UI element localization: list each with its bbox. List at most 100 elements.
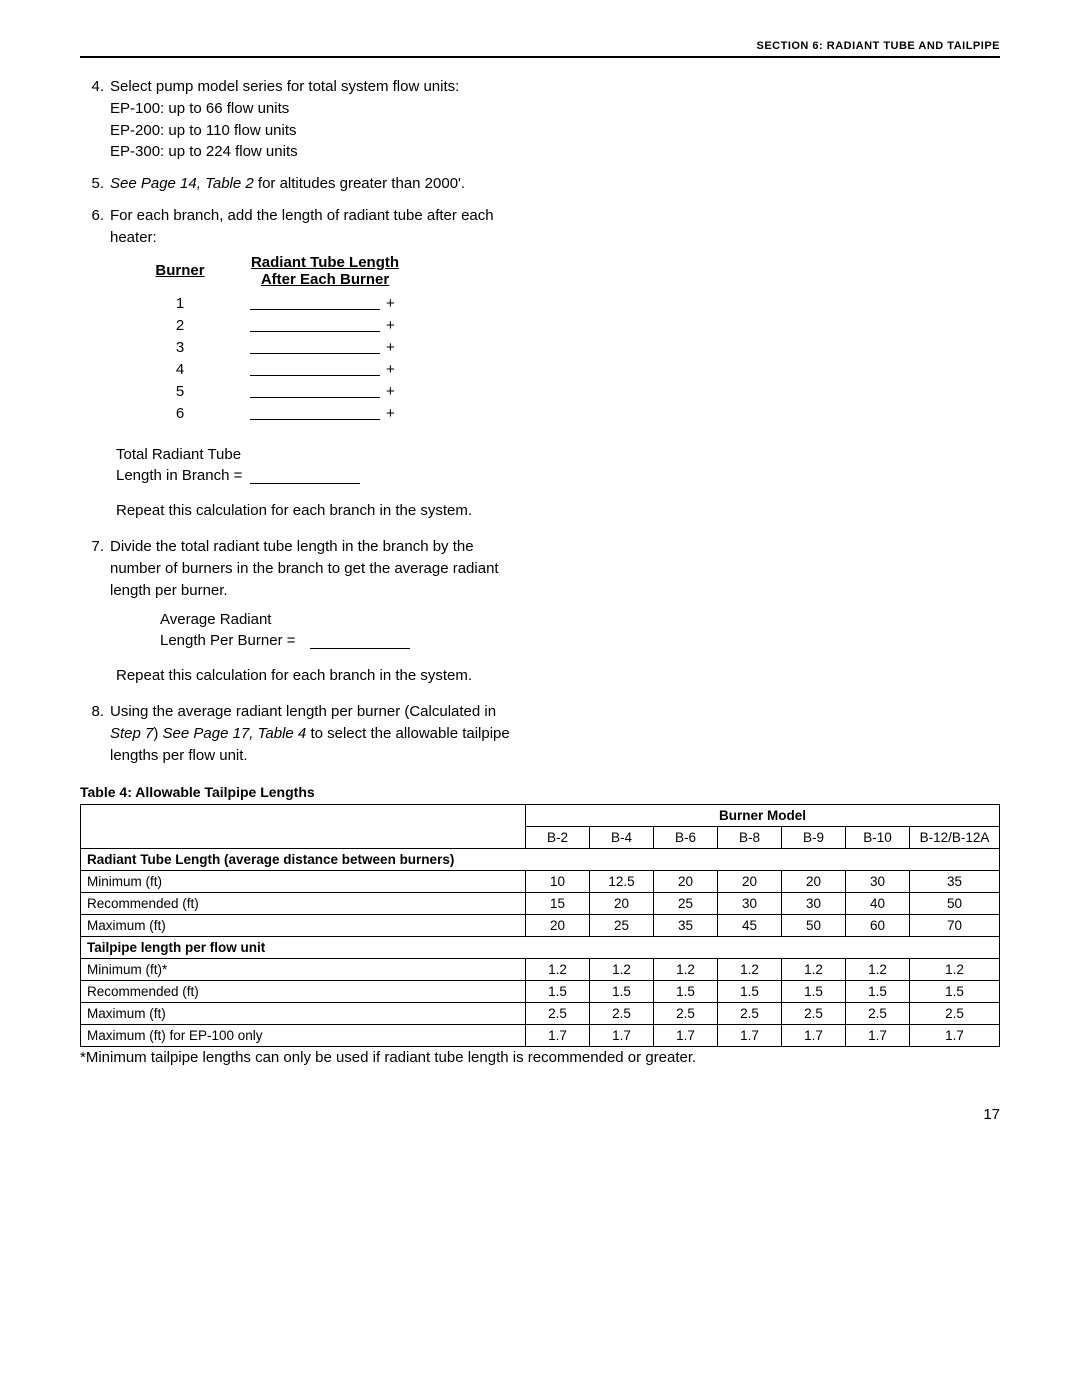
burner-table-header: Burner Radiant Tube Length After Each Bu…	[140, 254, 1000, 288]
table-row: Maximum (ft)20253545506070	[81, 915, 1000, 937]
step-body: Divide the total radiant tube length in …	[110, 536, 510, 601]
cell: 30	[718, 893, 782, 915]
cell: 2.5	[910, 1003, 1000, 1025]
repeat-note: Repeat this calculation for each branch …	[116, 500, 516, 522]
cell: 2.5	[526, 1003, 590, 1025]
col-header: B-4	[590, 827, 654, 849]
col-burner: Burner	[140, 254, 220, 288]
step-body: See Page 14, Table 2 for altitudes great…	[110, 173, 510, 195]
page-number: 17	[80, 1106, 1000, 1123]
text: Divide the total radiant tube length in …	[110, 538, 499, 599]
burner-row: 1+	[140, 290, 1000, 312]
blank-cell	[81, 805, 526, 849]
step-5: 5. See Page 14, Table 2 for altitudes gr…	[80, 173, 1000, 195]
text: EP-200: up to 110 flow units	[110, 122, 297, 139]
burner-row: 3+	[140, 334, 1000, 356]
tailpipe-table: Burner Model B-2 B-4 B-6 B-8 B-9 B-10 B-…	[80, 804, 1000, 1047]
input-line[interactable]	[250, 483, 360, 484]
cell: 20	[590, 893, 654, 915]
cell: 2.5	[782, 1003, 846, 1025]
input-line[interactable]	[250, 309, 380, 310]
cell: 1.2	[654, 959, 718, 981]
col-tube-length: Radiant Tube Length After Each Burner	[220, 254, 430, 288]
cell: 45	[718, 915, 782, 937]
cell: 1.7	[526, 1025, 590, 1047]
input-line[interactable]	[250, 331, 380, 332]
step-number: 7.	[80, 536, 110, 601]
text: Length in Branch =	[116, 467, 242, 484]
plus-sign: +	[386, 405, 406, 422]
input-line[interactable]	[250, 375, 380, 376]
cell: 70	[910, 915, 1000, 937]
text: Select pump model series for total syste…	[110, 78, 459, 95]
cell: 60	[846, 915, 910, 937]
cell: 50	[910, 893, 1000, 915]
cell: 2.5	[846, 1003, 910, 1025]
input-line[interactable]	[250, 419, 380, 420]
row-label: Recommended (ft)	[81, 893, 526, 915]
cell: 1.2	[846, 959, 910, 981]
step-body: Using the average radiant length per bur…	[110, 701, 510, 766]
step-number: 6.	[80, 205, 110, 249]
table-row: Tailpipe length per flow unit	[81, 937, 1000, 959]
cell: 1.2	[590, 959, 654, 981]
cell: 1.5	[590, 981, 654, 1003]
row-label: Maximum (ft) for EP-100 only	[81, 1025, 526, 1047]
cell: 1.2	[782, 959, 846, 981]
col-header: B-12/B-12A	[910, 827, 1000, 849]
input-line[interactable]	[250, 353, 380, 354]
table-row: Maximum (ft) for EP-100 only1.71.71.71.7…	[81, 1025, 1000, 1047]
average-label: Average Radiant Length Per Burner =	[160, 609, 296, 651]
burner-num: 1	[140, 295, 220, 312]
plus-sign: +	[386, 383, 406, 400]
cell: 20	[526, 915, 590, 937]
reference-italic: Step 7	[110, 725, 153, 742]
step-4: 4. Select pump model series for total sy…	[80, 76, 1000, 163]
input-line[interactable]	[250, 397, 380, 398]
step-number: 8.	[80, 701, 110, 766]
cell: 1.5	[846, 981, 910, 1003]
text: EP-100: up to 66 flow units	[110, 100, 289, 117]
step-7: 7. Divide the total radiant tube length …	[80, 536, 1000, 601]
cell: 1.2	[526, 959, 590, 981]
text: Using the average radiant length per bur…	[110, 703, 496, 720]
burner-num: 3	[140, 339, 220, 356]
text: Radiant Tube Length	[251, 254, 399, 271]
cell: 1.2	[910, 959, 1000, 981]
row-label: Minimum (ft)*	[81, 959, 526, 981]
row-label: Maximum (ft)	[81, 1003, 526, 1025]
cell: 1.5	[910, 981, 1000, 1003]
table-row: Recommended (ft)15202530304050	[81, 893, 1000, 915]
burner-model-header: Burner Model	[526, 805, 1000, 827]
footnote: *Minimum tailpipe lengths can only be us…	[80, 1049, 1000, 1066]
section-head: Tailpipe length per flow unit	[81, 937, 1000, 959]
page: SECTION 6: RADIANT TUBE AND TAILPIPE 4. …	[0, 0, 1080, 1163]
cell: 25	[654, 893, 718, 915]
col-header: B-2	[526, 827, 590, 849]
cell: 1.7	[846, 1025, 910, 1047]
row-label: Minimum (ft)	[81, 871, 526, 893]
burner-row: 2+	[140, 312, 1000, 334]
plus-sign: +	[386, 317, 406, 334]
cell: 20	[718, 871, 782, 893]
table-row: Minimum (ft)*1.21.21.21.21.21.21.2	[81, 959, 1000, 981]
total-radiant-block: Total Radiant Tube Length in Branch =	[116, 444, 1000, 486]
cell: 1.5	[718, 981, 782, 1003]
burner-row: 4+	[140, 356, 1000, 378]
cell: 1.7	[782, 1025, 846, 1047]
cell: 2.5	[718, 1003, 782, 1025]
cell: 20	[782, 871, 846, 893]
average-radiant-block: Average Radiant Length Per Burner =	[160, 609, 1000, 651]
input-line[interactable]	[310, 648, 410, 649]
cell: 1.5	[782, 981, 846, 1003]
cell: 30	[846, 871, 910, 893]
step-body: Select pump model series for total syste…	[110, 76, 510, 163]
cell: 12.5	[590, 871, 654, 893]
text: for altitudes greater than 2000'.	[254, 175, 465, 192]
section-header: SECTION 6: RADIANT TUBE AND TAILPIPE	[80, 40, 1000, 58]
step-8: 8. Using the average radiant length per …	[80, 701, 1000, 766]
cell: 35	[910, 871, 1000, 893]
cell: 1.7	[590, 1025, 654, 1047]
col-header: B-6	[654, 827, 718, 849]
text: )	[153, 725, 162, 742]
